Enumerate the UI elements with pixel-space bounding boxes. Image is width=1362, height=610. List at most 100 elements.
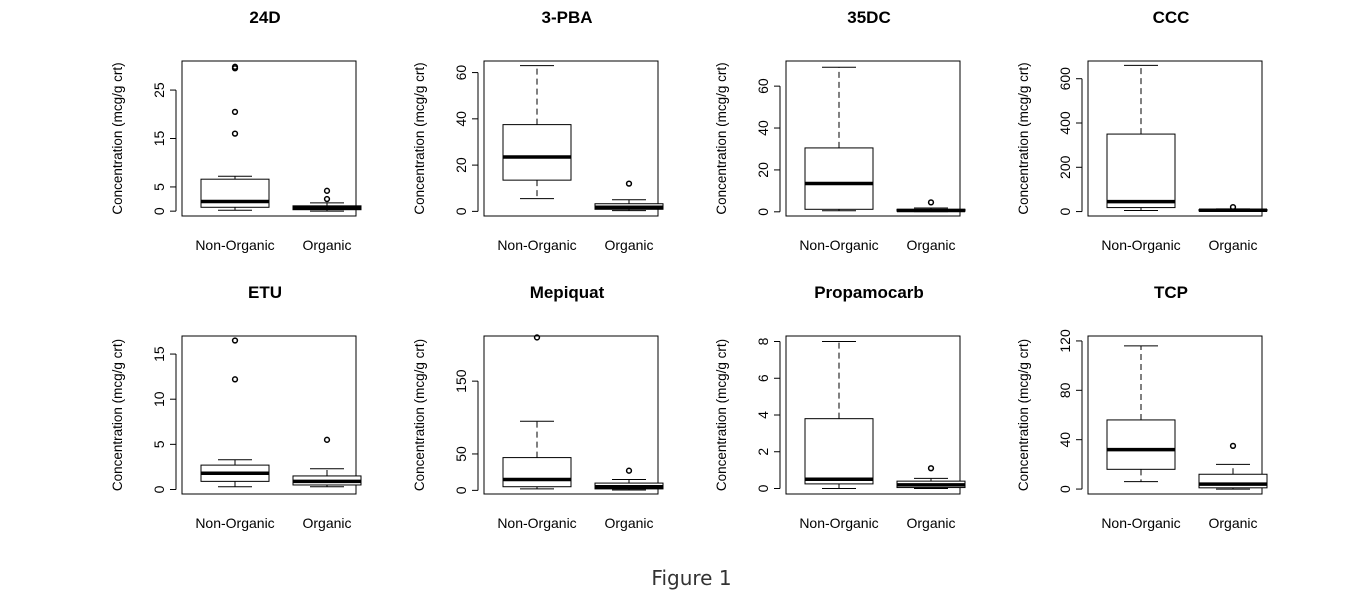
y-tick-label: 0	[755, 484, 771, 492]
x-tick-label: Organic	[302, 515, 351, 531]
chart-title: ETU	[248, 283, 282, 302]
box-organic	[594, 180, 664, 212]
y-tick-label: 600	[1057, 67, 1073, 91]
chart-panel-tcp: TCP 0 40 80 120 Concentration (mcg/g crt) Non-…	[1016, 283, 1268, 531]
outlier-point	[231, 376, 239, 383]
iqr-box	[502, 124, 572, 181]
iqr-box	[1106, 419, 1176, 470]
iqr-box	[804, 147, 874, 210]
chart-panel-mepiquat: Mepiquat 0 50 150 Concentration (mcg/g crt) N…	[412, 283, 664, 531]
chart-title: 3-PBA	[541, 8, 592, 27]
x-tick-label: Non-Organic	[497, 237, 576, 253]
outlier-point	[625, 467, 633, 474]
box-non-organic	[1106, 345, 1176, 483]
chart-title: Propamocarb	[814, 283, 924, 302]
outlier-point	[323, 195, 331, 203]
box-organic	[292, 436, 362, 488]
x-tick-label: Non-Organic	[1101, 515, 1180, 531]
outlier-point	[1229, 442, 1237, 450]
y-tick-label: 0	[453, 207, 469, 215]
iqr-box	[1106, 133, 1176, 209]
y-tick-label: 150	[453, 369, 469, 393]
outlier-point	[231, 337, 239, 344]
y-tick-label: 80	[1057, 382, 1073, 398]
x-tick-label: Non-Organic	[799, 515, 878, 531]
x-tick-label: Non-Organic	[195, 237, 274, 253]
y-axis-label: Concentration (mcg/g crt)	[714, 62, 729, 214]
x-tick-label: Organic	[1208, 237, 1257, 253]
y-tick-label: 15	[151, 131, 167, 147]
plot-frame	[1087, 60, 1263, 217]
y-axis-label: Concentration (mcg/g crt)	[1016, 62, 1031, 214]
chart-panel-3-pba: 3-PBA 0 20 40 60 Concentration (mcg/g crt) Non…	[412, 8, 664, 253]
outlier-point	[231, 63, 239, 70]
chart-title: 35DC	[847, 8, 890, 27]
chart-panel-ccc: CCC 0 200 400 600 Concentration (mcg/g crt) No…	[1016, 8, 1268, 253]
x-tick-label: Non-Organic	[195, 515, 274, 531]
iqr-box	[502, 457, 572, 488]
chart-panel-24d: 24D 0 5 15 25 Concentration (mcg/g crt) Non-Or…	[110, 8, 362, 253]
chart-panel-etu: ETU 0 5 10 15 Concentration (mcg/g crt) Non-Or…	[110, 283, 362, 531]
y-tick-label: 40	[453, 111, 469, 127]
y-tick-label: 8	[755, 337, 771, 345]
y-axis-label: Concentration (mcg/g crt)	[714, 339, 729, 491]
y-axis-label: Concentration (mcg/g crt)	[412, 339, 427, 491]
outlier-point	[1229, 203, 1237, 211]
x-tick-label: Organic	[906, 515, 955, 531]
box-non-organic	[804, 341, 874, 489]
outlier-point	[625, 180, 633, 187]
x-tick-label: Organic	[604, 237, 653, 253]
y-tick-label: 0	[755, 208, 771, 216]
chart-panel-35dc: 35DC 0 20 40 60 Concentration (mcg/g crt) Non-…	[714, 8, 966, 253]
y-tick-label: 20	[755, 162, 771, 178]
box-non-organic	[200, 63, 270, 211]
y-tick-label: 25	[151, 82, 167, 98]
chart-title: Mepiquat	[530, 283, 605, 302]
y-tick-label: 120	[1057, 329, 1073, 353]
y-tick-label: 2	[755, 448, 771, 456]
y-axis-label: Concentration (mcg/g crt)	[412, 62, 427, 214]
y-tick-label: 40	[1057, 432, 1073, 448]
y-tick-label: 0	[151, 207, 167, 215]
outlier-point	[323, 187, 331, 194]
y-tick-label: 40	[755, 120, 771, 136]
box-non-organic	[502, 334, 572, 490]
outlier-point	[323, 436, 331, 443]
y-axis-label: Concentration (mcg/g crt)	[110, 62, 125, 214]
y-tick-label: 0	[151, 485, 167, 493]
box-non-organic	[804, 66, 874, 212]
y-tick-label: 6	[755, 374, 771, 382]
plot-frame	[785, 335, 961, 495]
y-tick-label: 10	[151, 391, 167, 407]
plot-frame	[785, 60, 961, 217]
x-tick-label: Organic	[302, 237, 351, 253]
y-tick-label: 0	[1057, 207, 1073, 215]
y-tick-label: 0	[453, 486, 469, 494]
iqr-box	[804, 418, 874, 485]
y-tick-label: 5	[151, 183, 167, 191]
box-organic	[1198, 442, 1268, 490]
y-tick-label: 200	[1057, 155, 1073, 179]
y-axis-label: Concentration (mcg/g crt)	[110, 339, 125, 491]
box-plot-figure: 24D 0 5 15 25 Concentration (mcg/g crt) Non-Or…	[110, 8, 1268, 531]
x-tick-label: Non-Organic	[1101, 237, 1180, 253]
box-organic	[1198, 203, 1268, 212]
chart-title: TCP	[1154, 283, 1188, 302]
y-tick-label: 60	[453, 65, 469, 81]
x-tick-label: Non-Organic	[799, 237, 878, 253]
figure-caption: Figure 1	[651, 566, 732, 590]
box-organic	[896, 199, 966, 213]
plot-frame	[181, 60, 357, 217]
y-axis-label: Concentration (mcg/g crt)	[1016, 339, 1031, 491]
y-tick-label: 4	[755, 411, 771, 419]
plot-frame	[1087, 335, 1263, 495]
plot-frame	[483, 335, 659, 495]
x-tick-label: Organic	[604, 515, 653, 531]
outlier-point	[927, 199, 935, 206]
box-organic	[896, 465, 966, 489]
box-non-organic	[200, 337, 270, 488]
outlier-point	[231, 108, 239, 116]
y-tick-label: 50	[453, 446, 469, 462]
chart-title: 24D	[249, 8, 280, 27]
y-tick-label: 20	[453, 157, 469, 173]
